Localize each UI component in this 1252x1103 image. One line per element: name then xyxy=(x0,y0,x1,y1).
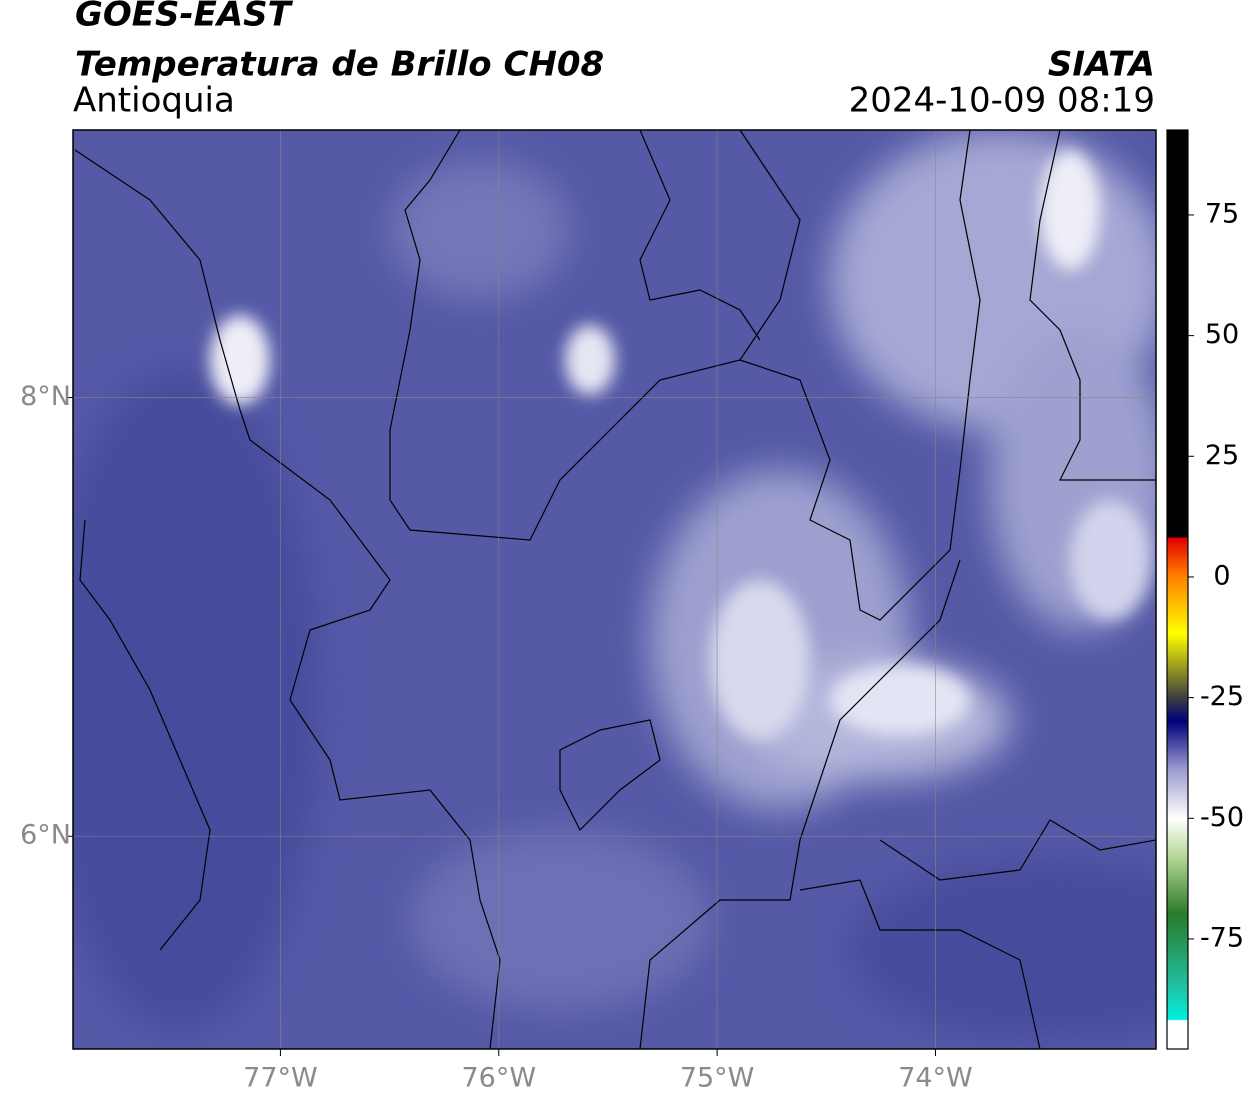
agency: SIATA xyxy=(1048,45,1155,85)
colorbar-tick-label: -75 xyxy=(1200,922,1244,953)
colorbar-tick-label: 50 xyxy=(1205,319,1239,350)
colorbar-tick-label: -25 xyxy=(1200,681,1244,712)
colorbar xyxy=(1166,129,1189,1050)
colorbar-tick-label: -50 xyxy=(1200,802,1244,833)
y-tick-label: 6°N xyxy=(20,820,71,851)
colorbar-tick-label: 25 xyxy=(1205,440,1239,471)
map-frame xyxy=(72,129,1157,1050)
grid xyxy=(73,130,1156,1049)
y-tick-label: 8°N xyxy=(20,381,71,412)
colorbar-tick-label: 0 xyxy=(1213,560,1230,591)
map xyxy=(73,130,1156,1049)
x-tick-label: 74°W xyxy=(898,1063,973,1094)
colorbar-tick-label: 75 xyxy=(1205,198,1239,229)
bright-clouds xyxy=(210,150,1150,740)
subtitle: Temperatura de Brillo CH08 xyxy=(75,45,604,85)
x-tick-label: 76°W xyxy=(461,1063,536,1094)
x-tick-label: 77°W xyxy=(243,1063,318,1094)
datetime: 2024-10-09 08:19 xyxy=(849,81,1155,121)
x-tick-label: 75°W xyxy=(680,1063,755,1094)
region: Antioquia xyxy=(73,81,235,121)
borders xyxy=(74,130,1156,1049)
title: GOES-EAST xyxy=(75,0,294,35)
